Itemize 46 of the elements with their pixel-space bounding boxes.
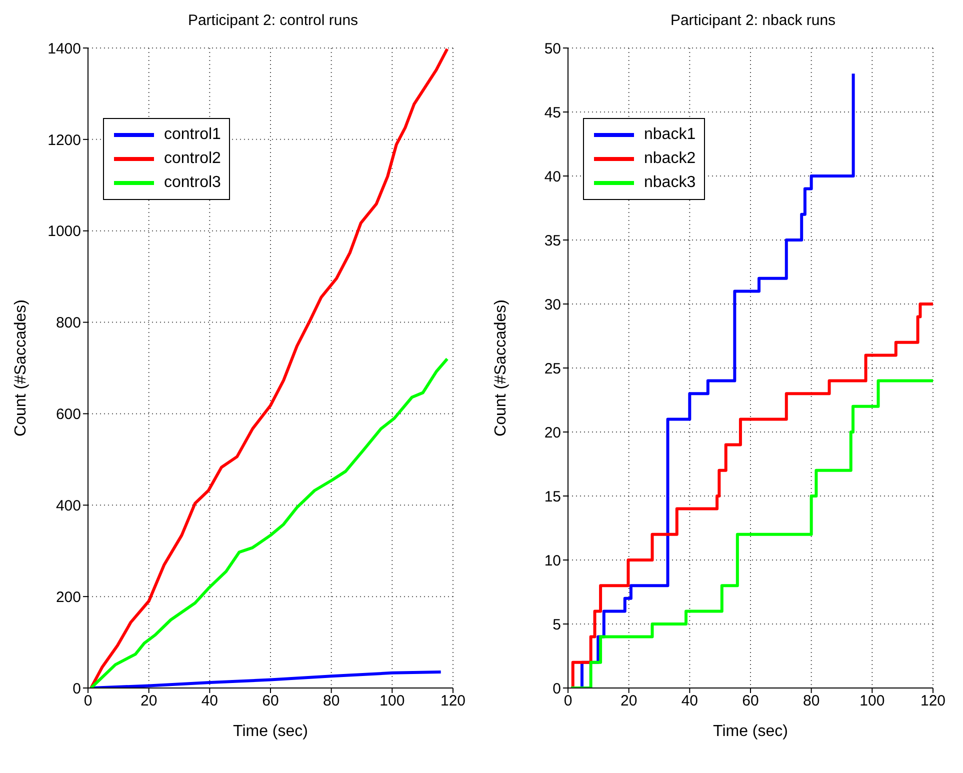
y-tick-label: 50 — [544, 40, 561, 58]
line-series — [90, 357, 449, 688]
chart-title: Participant 2: control runs — [186, 12, 360, 29]
y-tick-label: 25 — [544, 360, 561, 378]
x-tick-label: 20 — [620, 692, 638, 710]
x-tick-label: 120 — [440, 692, 466, 710]
y-tick-label: 30 — [544, 296, 561, 314]
legend-label: control1 — [164, 125, 221, 145]
y-tick-label: 45 — [544, 104, 561, 122]
x-tick-label: 100 — [380, 692, 405, 710]
chart-title: Participant 2: nback runs — [669, 12, 837, 29]
x-axis-title: Time (sec) — [713, 723, 788, 740]
x-axis-title: Time (sec) — [233, 723, 308, 740]
y-tick-label: 40 — [544, 168, 561, 186]
legend-label: nback3 — [644, 173, 696, 193]
y-tick-label: 20 — [544, 424, 561, 442]
y-axis-title: Count (#Saccades) — [492, 300, 510, 436]
x-tick-label: 60 — [742, 692, 759, 710]
x-tick-label: 120 — [920, 692, 946, 710]
y-tick-label: 1400 — [48, 40, 81, 58]
x-tick-label: 20 — [140, 692, 158, 710]
y-axis-title: Count (#Saccades) — [12, 300, 30, 436]
y-tick-label: 1000 — [48, 223, 81, 240]
y-tick-label: 15 — [544, 488, 561, 506]
y-tick-label: 10 — [544, 552, 561, 570]
y-tick-label: 0 — [72, 680, 81, 698]
y-tick-label: 35 — [544, 232, 561, 250]
x-tick-label: 60 — [262, 692, 279, 710]
x-tick-label: 40 — [681, 692, 698, 710]
x-tick-label: 40 — [201, 692, 218, 710]
x-tick-label: 100 — [860, 692, 885, 710]
x-tick-label: 80 — [322, 692, 340, 710]
y-tick-label: 800 — [56, 314, 81, 332]
y-tick-label: 0 — [552, 680, 561, 698]
y-tick-label: 200 — [56, 588, 81, 606]
x-tick-label: 80 — [802, 692, 820, 710]
legend-label: control2 — [164, 149, 221, 169]
y-tick-label: 400 — [56, 497, 81, 514]
y-tick-label: 5 — [552, 616, 561, 634]
y-tick-label: 600 — [56, 406, 81, 424]
legend-label: control3 — [164, 173, 221, 193]
legend-label: nback1 — [644, 125, 696, 145]
x-tick-label: 0 — [564, 692, 572, 710]
x-tick-label: 0 — [84, 692, 92, 710]
y-tick-label: 1200 — [48, 132, 81, 149]
legend-label: nback2 — [644, 149, 696, 169]
